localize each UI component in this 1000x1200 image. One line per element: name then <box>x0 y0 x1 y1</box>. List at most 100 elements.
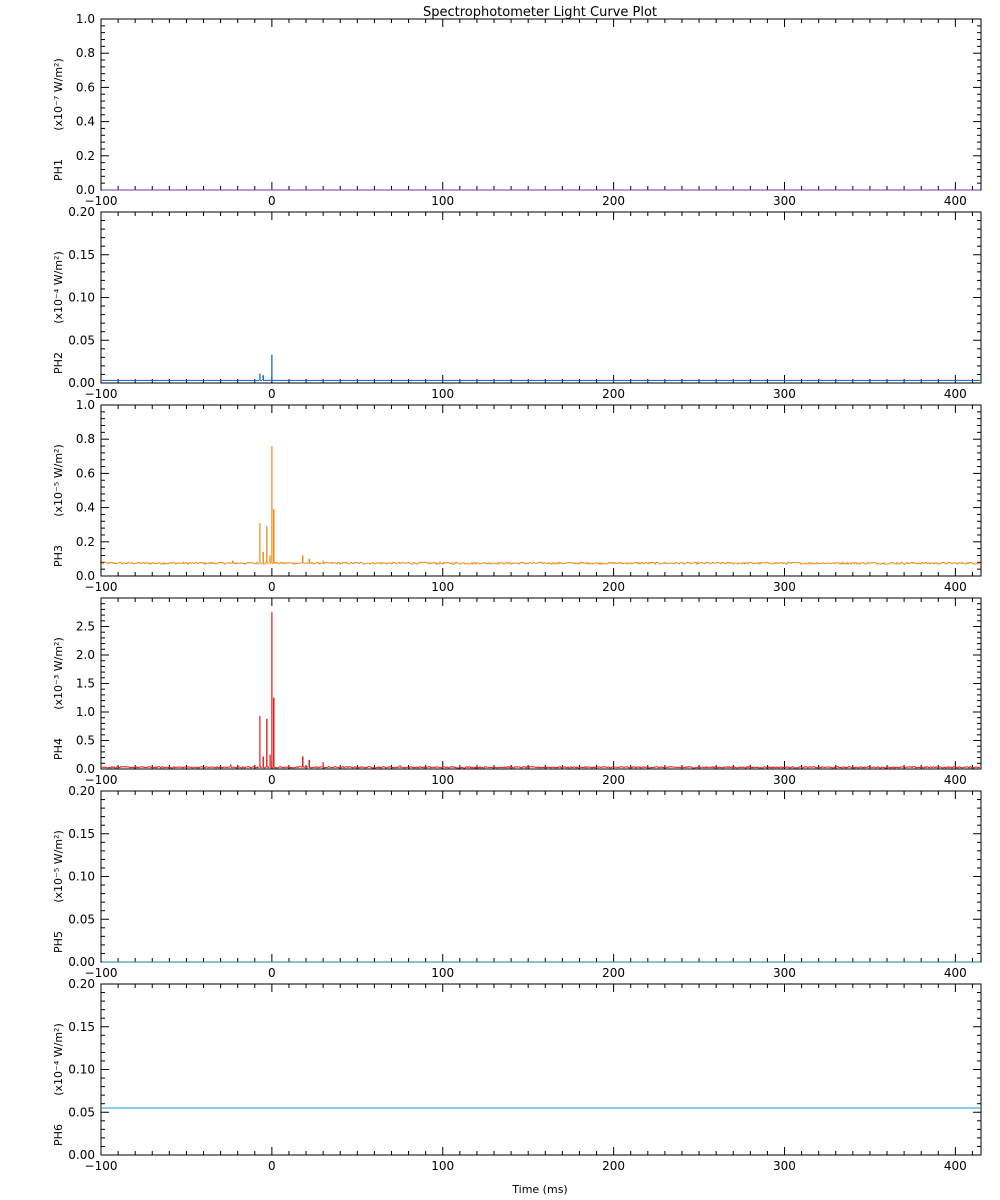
y-axis-unit: (x10⁻⁴ W/m²) <box>52 251 65 324</box>
y-tick-label: 0.10 <box>68 1063 95 1077</box>
y-tick-label: 0.10 <box>68 870 95 884</box>
y-axis-unit: (x10⁻³ W/m²) <box>52 637 65 710</box>
x-axis-label: Time (ms) <box>511 1183 567 1196</box>
y-tick-label: 0.2 <box>76 149 95 163</box>
y-tick-label: 0.00 <box>68 376 95 390</box>
x-tick-label: 100 <box>431 194 454 208</box>
x-tick-label: 300 <box>773 773 796 787</box>
panel-ph5: −100 0 100 200 300 400 0.00 0.05 0.10 0.15 0.20 PH5… <box>52 784 982 980</box>
panel-frame <box>100 404 982 577</box>
x-tick-label: 400 <box>944 387 967 401</box>
y-tick-label: 0.8 <box>76 46 95 60</box>
series-line-ph3 <box>101 446 981 566</box>
panel-frame <box>100 983 982 1156</box>
x-tick-label: 200 <box>602 966 625 980</box>
panel-frame <box>100 18 982 191</box>
y-tick-label: 2.5 <box>76 620 95 634</box>
x-tick-label: −100 <box>85 1159 118 1173</box>
y-axis-name: PH1 <box>52 159 65 181</box>
y-tick-label: 0.0 <box>76 762 95 776</box>
y-tick-label: 0.15 <box>68 248 95 262</box>
y-tick-label: 0.6 <box>76 80 95 94</box>
y-tick-label: 1.0 <box>76 398 95 412</box>
x-tick-label: 100 <box>431 773 454 787</box>
y-axis-name: PH5 <box>52 931 65 953</box>
x-tick-label: 400 <box>944 773 967 787</box>
y-axis-name: PH2 <box>52 352 65 374</box>
x-tick-label: −100 <box>85 966 118 980</box>
series-line-ph4 <box>101 612 981 769</box>
panel-frame <box>100 790 982 963</box>
y-tick-label: 0.0 <box>76 569 95 583</box>
x-tick-label: −100 <box>85 194 118 208</box>
x-tick-label: 300 <box>773 387 796 401</box>
y-axis-unit: (x10⁻⁵ W/m²) <box>52 830 65 903</box>
x-tick-label: 0 <box>268 1159 276 1173</box>
x-tick-label: 200 <box>602 580 625 594</box>
x-tick-label: 0 <box>268 580 276 594</box>
y-tick-label: 0.8 <box>76 432 95 446</box>
y-tick-label: 0.10 <box>68 291 95 305</box>
panel-ph2: −100 0 100 200 300 400 0.00 0.05 0.10 0.15 0.20 PH2… <box>52 205 982 401</box>
x-tick-label: 300 <box>773 194 796 208</box>
panel-ph1: −100 0 100 200 300 400 0.0 0.2 0.4 0.6 0.8 1.0 PH1 (x… <box>52 12 982 208</box>
x-tick-label: 0 <box>268 773 276 787</box>
y-axis-unit: (x10⁻⁴ W/m²) <box>52 1023 65 1096</box>
x-tick-label: 300 <box>773 580 796 594</box>
y-axis-name: PH6 <box>52 1124 65 1146</box>
x-tick-label: 0 <box>268 387 276 401</box>
x-tick-label: 0 <box>268 194 276 208</box>
y-tick-label: 1.5 <box>76 677 95 691</box>
x-tick-label: 200 <box>602 194 625 208</box>
y-tick-label: 0.05 <box>68 333 95 347</box>
y-tick-label: 0.5 <box>76 734 95 748</box>
x-tick-label: 100 <box>431 1159 454 1173</box>
x-tick-label: 400 <box>944 580 967 594</box>
panel-ph4: −100 0 100 200 300 400 0.0 0.5 1.0 1.5 2.0 2.5 PH4 (x… <box>52 597 982 787</box>
y-tick-label: 2.0 <box>76 648 95 662</box>
y-axis-name: PH3 <box>52 545 65 567</box>
y-tick-label: 0.00 <box>68 1148 95 1162</box>
y-tick-label: 1.0 <box>76 705 95 719</box>
x-tick-label: 200 <box>602 387 625 401</box>
panel-frame <box>100 597 982 770</box>
y-tick-label: 0.4 <box>76 501 95 515</box>
panels-group: −100 0 100 200 300 400 0.0 0.2 0.4 0.6 0.8 1.0 PH1 (x… <box>52 12 982 1173</box>
y-axis-unit: (x10⁻⁷ W/m²) <box>52 58 65 131</box>
y-tick-label: 0.05 <box>68 1105 95 1119</box>
panel-ph3: −100 0 100 200 300 400 0.0 0.2 0.4 0.6 0.8 1.0 PH3 (x… <box>52 398 982 594</box>
x-tick-label: 200 <box>602 773 625 787</box>
series-line-ph2 <box>102 354 980 381</box>
y-tick-label: 0.20 <box>68 205 95 219</box>
y-tick-label: 0.4 <box>76 115 95 129</box>
x-tick-label: 400 <box>944 966 967 980</box>
x-tick-label: 100 <box>431 580 454 594</box>
y-tick-label: 1.0 <box>76 12 95 26</box>
chart-title: Spectrophotometer Light Curve Plot <box>423 5 657 20</box>
y-tick-label: 0.15 <box>68 1020 95 1034</box>
y-axis-name: PH4 <box>52 738 65 760</box>
y-tick-label: 0.20 <box>68 784 95 798</box>
x-tick-label: −100 <box>85 387 118 401</box>
y-axis-unit: (x10⁻⁵ W/m²) <box>52 444 65 517</box>
y-tick-label: 0.15 <box>68 827 95 841</box>
x-tick-label: 400 <box>944 194 967 208</box>
x-tick-label: 100 <box>431 387 454 401</box>
y-tick-label: 0.20 <box>68 977 95 991</box>
x-tick-label: 100 <box>431 966 454 980</box>
panel-ph6: −100 0 100 200 300 400 0.00 0.05 0.10 0.15 0.20 PH6… <box>52 977 982 1173</box>
y-tick-label: 0.00 <box>68 955 95 969</box>
x-tick-label: 200 <box>602 1159 625 1173</box>
panel-frame <box>100 211 982 384</box>
x-tick-label: 400 <box>944 1159 967 1173</box>
x-tick-label: 300 <box>773 966 796 980</box>
x-tick-label: 0 <box>268 966 276 980</box>
y-tick-label: 0.05 <box>68 912 95 926</box>
x-tick-label: −100 <box>85 580 118 594</box>
y-tick-label: 0.6 <box>76 466 95 480</box>
x-tick-label: 300 <box>773 1159 796 1173</box>
y-tick-label: 0.2 <box>76 535 95 549</box>
y-tick-label: 0.0 <box>76 183 95 197</box>
x-tick-label: −100 <box>85 773 118 787</box>
